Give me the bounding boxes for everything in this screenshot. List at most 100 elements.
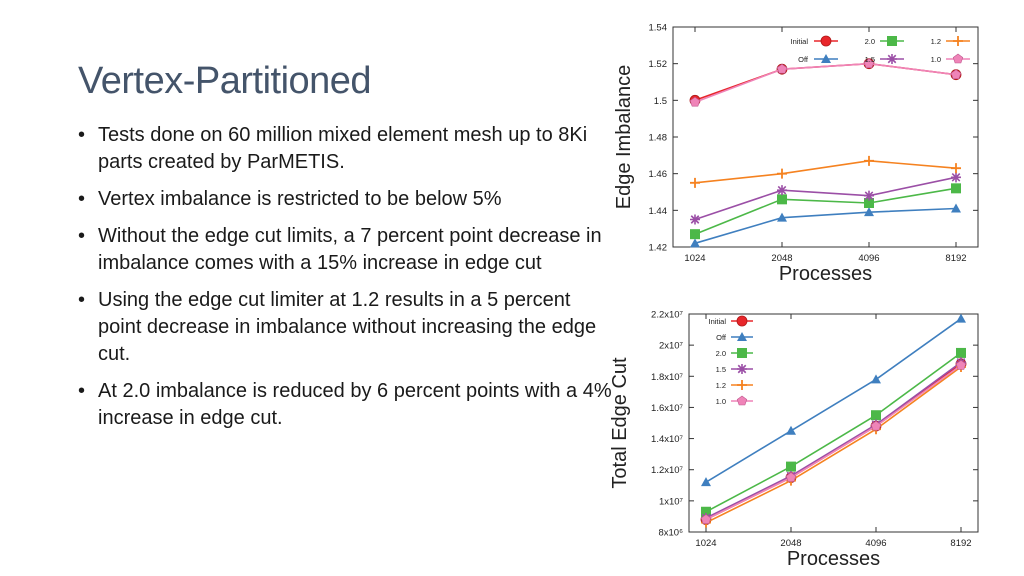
data-point [864, 207, 874, 217]
x-axis-label: Processes [779, 263, 872, 285]
series-line [705, 361, 962, 519]
legend-label: 1.0 [931, 55, 941, 64]
legend-marker [953, 36, 963, 46]
data-point [951, 172, 961, 183]
data-point [950, 69, 962, 79]
legend: Initial Off 2.0 1.5 1.2 1.0 [790, 35, 970, 64]
data-point [701, 506, 711, 517]
series-2-0 [701, 347, 966, 517]
y-tick-label: 2x10⁷ [659, 341, 684, 352]
series-1-5 [690, 172, 961, 225]
data-point [777, 194, 787, 205]
legend-marker [736, 395, 748, 406]
data-point [864, 190, 874, 201]
data-point [955, 360, 967, 370]
legend-label: 1.5 [716, 365, 726, 374]
series-Off [701, 313, 966, 487]
bullet-item: Using the edge cut limiter at 1.2 result… [76, 287, 616, 368]
y-tick-label: 2.2x10⁷ [651, 310, 684, 321]
total-edge-cut-chart: 8x10⁶ 1x10⁷ 1.2x10⁷ 1.4x10⁷ 1.6x10⁷ 1.8x10⁷ 2x… [609, 310, 979, 570]
data-point [690, 177, 700, 188]
x-axis-label: Processes [787, 548, 880, 570]
series-Off [690, 203, 961, 248]
legend-label: Initial [708, 317, 726, 326]
x-tick-label: 8192 [945, 253, 966, 264]
legend-marker [821, 54, 831, 63]
y-tick-label: 8x10⁶ [658, 528, 683, 539]
plot-frame [688, 313, 979, 533]
data-point [777, 185, 787, 196]
series-2-0 [690, 183, 961, 240]
legend-marker [737, 348, 747, 358]
legend-marker [887, 36, 897, 46]
bullet-item: At 2.0 imbalance is reduced by 6 percent… [76, 378, 616, 432]
series-line [694, 62, 957, 103]
data-point [785, 472, 797, 482]
legend: Initial Off 2.0 1.5 1.2 1.0 [708, 315, 753, 406]
bullet-list: Tests done on 60 million mixed element m… [76, 122, 616, 442]
legend-label: Off [716, 333, 727, 342]
data-point [776, 63, 788, 74]
legend-label: 2.0 [865, 37, 875, 46]
series-line [705, 364, 962, 521]
y-tick-label: 1.42 [649, 243, 668, 254]
legend-marker [737, 332, 747, 341]
legend-label: Initial [790, 37, 808, 46]
y-tick-label: 1x10⁷ [659, 496, 684, 507]
series-1-2 [690, 155, 961, 188]
y-tick-label: 1.48 [649, 133, 668, 144]
y-tick-label: 1.5 [654, 96, 667, 107]
y-tick-label: 1.8x10⁷ [651, 372, 684, 383]
data-point [786, 461, 796, 472]
bullet-item: Without the edge cut limits, a 7 percent… [76, 223, 616, 277]
x-tick-label: 4096 [858, 253, 879, 264]
slide-title: Vertex-Partitioned [78, 60, 372, 102]
data-point [871, 410, 881, 421]
series-line [705, 318, 962, 483]
data-point [777, 168, 787, 179]
data-point [863, 58, 875, 69]
legend-marker [736, 315, 748, 327]
data-point [870, 420, 882, 431]
data-point [951, 163, 961, 174]
data-point [700, 514, 712, 524]
data-point [690, 214, 700, 225]
legend-label: 2.0 [716, 349, 726, 358]
data-point [951, 183, 961, 194]
series-line [705, 366, 962, 524]
series-line [705, 352, 962, 513]
x-tick-label: 4096 [865, 538, 886, 549]
y-tick-label: 1.52 [649, 59, 668, 70]
legend-marker [887, 54, 897, 64]
series-1-0 [689, 58, 962, 107]
legend-label: 1.2 [931, 37, 941, 46]
data-point [951, 203, 961, 213]
legend-marker [820, 35, 832, 47]
x-tick-label: 1024 [684, 253, 705, 264]
legend-label: 1.5 [865, 55, 875, 64]
bullet-item: Vertex imbalance is restricted to be bel… [76, 186, 616, 213]
y-tick-label: 1.6x10⁷ [651, 403, 684, 414]
x-tick-label: 1024 [695, 538, 716, 549]
y-tick-label: 1.2x10⁷ [651, 465, 684, 476]
legend-label: 1.2 [716, 381, 726, 390]
legend-marker [952, 53, 964, 64]
series-line [694, 187, 957, 235]
data-point [786, 425, 796, 435]
y-tick-label: 1.44 [649, 206, 668, 217]
series-line [694, 176, 957, 221]
edge-imbalance-chart: 1.42 1.44 1.46 1.48 1.5 1.52 1.54 1024 2048 4096 8… [613, 23, 979, 285]
data-point [956, 313, 966, 323]
y-tick-label: 1.46 [649, 169, 668, 180]
y-tick-label: 1.54 [649, 23, 668, 34]
series-1-0 [700, 360, 967, 524]
data-point [690, 229, 700, 240]
data-point [690, 238, 700, 248]
bullet-item: Tests done on 60 million mixed element m… [76, 122, 616, 176]
legend-marker [737, 364, 747, 374]
data-point [956, 347, 966, 358]
x-tick-label: 2048 [771, 253, 792, 264]
series-line [694, 159, 957, 184]
data-point [689, 96, 701, 107]
series-line [694, 207, 957, 245]
